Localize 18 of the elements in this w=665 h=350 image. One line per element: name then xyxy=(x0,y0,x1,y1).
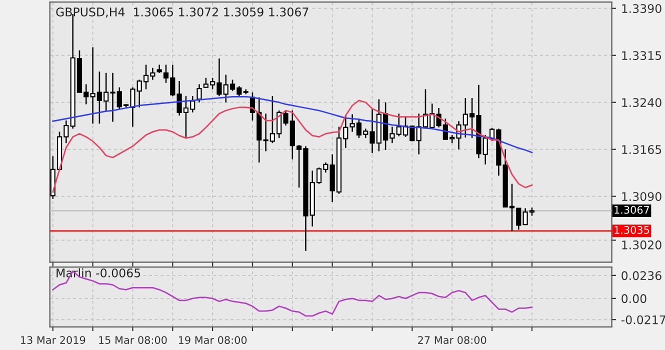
candlestick xyxy=(196,84,202,103)
y-tick-label: 1.3090 xyxy=(622,192,662,202)
x-tick-label: 19 Mar 08:00 xyxy=(178,336,247,344)
line-series xyxy=(52,270,533,317)
y-tick-label: 1.3165 xyxy=(622,145,662,154)
y-tick-label: 0.00 xyxy=(622,294,646,304)
x-tick-label: 13 Mar 2019 xyxy=(20,336,86,344)
y-tick-label: 1.3315 xyxy=(622,51,662,60)
chart-title: GBPUSD,H4 1.3065 1.3072 1.3059 1.3067 xyxy=(56,8,308,18)
y-tick-label: 0.0236 xyxy=(622,271,662,280)
ref-line-label: 1.3067 xyxy=(614,206,650,214)
x-tick-label: 27 Mar 08:00 xyxy=(418,336,486,344)
y-tick-label: -0.0217 xyxy=(621,315,665,324)
y-tick-label: 1.3390 xyxy=(622,4,662,14)
y-tick-label: 1.3020 xyxy=(622,240,662,250)
ref-line-label: 1.3035 xyxy=(614,226,650,234)
x-tick-label: 15 Mar 08:00 xyxy=(99,336,167,344)
y-tick-label: 1.3240 xyxy=(622,98,662,108)
